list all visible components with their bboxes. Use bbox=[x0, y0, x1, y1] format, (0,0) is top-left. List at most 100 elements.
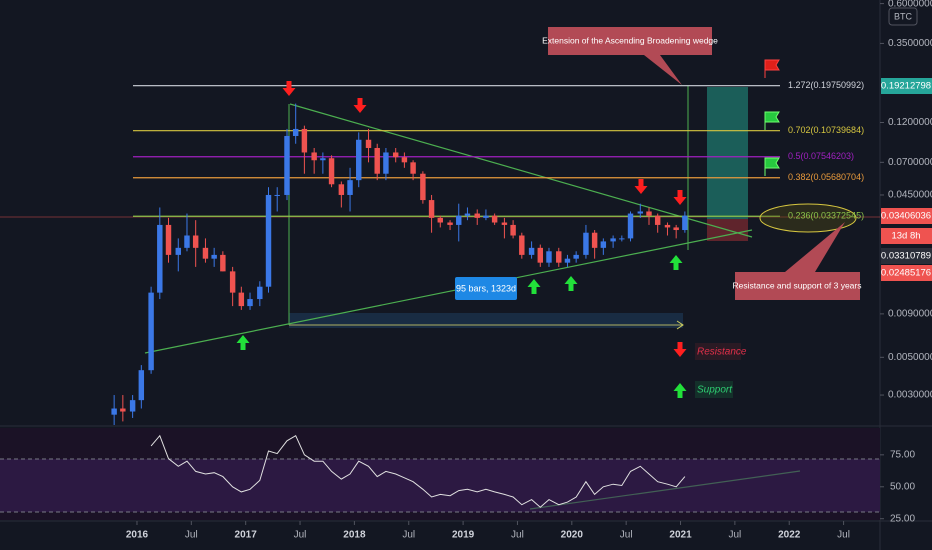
candle-body bbox=[192, 235, 199, 248]
candle-body bbox=[573, 254, 579, 259]
candle-body bbox=[284, 135, 290, 195]
fib-label: 0.382(0.05680704) bbox=[788, 172, 864, 182]
price-tag bbox=[881, 265, 932, 281]
price-tag-label: 0.03310789 bbox=[881, 251, 931, 262]
x-tick-label: 2017 bbox=[235, 530, 258, 541]
highlight-ellipse bbox=[759, 203, 857, 233]
price-tag bbox=[881, 78, 932, 94]
candle-body bbox=[474, 213, 480, 218]
candle-body bbox=[184, 235, 190, 248]
candle-body bbox=[120, 408, 126, 412]
y-tick-label: 0.04500000 bbox=[888, 190, 932, 201]
rsi-tick-label: 50.00 bbox=[890, 481, 915, 492]
candle-body bbox=[374, 147, 380, 174]
fib-label: 0.236(0.03372545) bbox=[788, 211, 864, 221]
x-tick-label: 2021 bbox=[669, 530, 692, 541]
date-range-box bbox=[289, 313, 683, 328]
x-tick-label: Jul bbox=[185, 530, 198, 541]
candle-body bbox=[600, 241, 607, 248]
price-pane bbox=[0, 85, 880, 425]
legend-box bbox=[695, 381, 733, 398]
x-tick-label: 2019 bbox=[452, 530, 475, 541]
candle-body bbox=[157, 224, 163, 293]
range-label-box bbox=[455, 277, 517, 300]
candle-body bbox=[447, 222, 453, 225]
upper-trendline bbox=[289, 103, 753, 238]
fib-label: 1.272(0.19750992) bbox=[788, 80, 864, 90]
fib-label: 0.5(0.07546203) bbox=[788, 151, 854, 161]
y-tick-label: 0.12000000 bbox=[888, 117, 932, 128]
flag bbox=[764, 59, 780, 78]
callout-text: Resistance and support of 3 years bbox=[733, 280, 862, 290]
candle-body bbox=[356, 139, 362, 181]
y-tick-label: 0.00500000 bbox=[888, 352, 932, 363]
candle-body bbox=[383, 152, 389, 174]
flags bbox=[764, 59, 780, 176]
fib-label: 0.702(0.10739684) bbox=[788, 125, 864, 135]
fib-levels bbox=[133, 85, 780, 217]
flag bbox=[764, 157, 780, 176]
candle-body bbox=[220, 254, 226, 272]
symbol: BTC bbox=[894, 11, 913, 21]
candle-body bbox=[229, 271, 236, 293]
legend-label: Support bbox=[697, 385, 733, 396]
x-tick-label: Jul bbox=[837, 530, 850, 541]
candle-body bbox=[437, 217, 443, 223]
candle-body bbox=[519, 235, 525, 255]
callout bbox=[548, 27, 712, 85]
x-tick-label: 2022 bbox=[778, 530, 801, 541]
flag bbox=[764, 111, 780, 130]
candle-body bbox=[456, 215, 462, 225]
candle-body bbox=[510, 224, 516, 236]
candle-body bbox=[546, 251, 552, 263]
candle-body bbox=[238, 292, 245, 307]
candle-body bbox=[619, 238, 625, 240]
candle-body bbox=[583, 232, 589, 255]
candle-body bbox=[247, 299, 253, 307]
candle-body bbox=[627, 213, 634, 239]
rsi-line bbox=[150, 434, 686, 508]
candle-body bbox=[129, 400, 136, 412]
rsi-band bbox=[0, 459, 880, 512]
candle-body bbox=[347, 180, 353, 195]
candle-body bbox=[501, 222, 508, 225]
candle-body bbox=[257, 286, 263, 300]
candle-body bbox=[311, 152, 317, 161]
x-tick-label: Jul bbox=[294, 530, 307, 541]
candle-body bbox=[646, 211, 652, 216]
x-tick-label: 2018 bbox=[343, 530, 366, 541]
price-tag-label: 0.19212798 bbox=[881, 81, 931, 92]
y-tick-label: 0.35000000 bbox=[888, 38, 932, 49]
candle-body bbox=[365, 139, 372, 148]
callout-text: Extension of the Ascending Broadening we… bbox=[542, 35, 718, 45]
target-zone bbox=[707, 87, 748, 219]
y-tick-label: 0.00300000 bbox=[888, 390, 932, 401]
symbol-badge bbox=[888, 7, 918, 26]
price-tag-label: 0.03406036 bbox=[881, 211, 931, 222]
candle-body bbox=[138, 370, 145, 401]
x-tick-label: Jul bbox=[728, 530, 741, 541]
candle-body bbox=[410, 162, 416, 174]
candle-body bbox=[528, 247, 535, 255]
price-tag bbox=[881, 208, 932, 224]
x-tick-label: 2020 bbox=[561, 530, 584, 541]
x-tick-label: 2016 bbox=[126, 530, 149, 541]
rsi-tick-label: 75.00 bbox=[890, 449, 915, 460]
candle-body bbox=[111, 408, 117, 415]
x-tick-label: Jul bbox=[402, 530, 415, 541]
price-tag-label: 13d 8h bbox=[891, 231, 920, 242]
date-range-arrow bbox=[676, 320, 684, 330]
x-tick-label: Jul bbox=[511, 530, 524, 541]
candle-body bbox=[401, 157, 408, 163]
price-tag bbox=[881, 248, 932, 264]
candle-body bbox=[175, 247, 182, 255]
candle-body bbox=[428, 200, 435, 218]
candle-body bbox=[320, 158, 326, 161]
candle-body bbox=[654, 215, 661, 225]
legend-box bbox=[695, 343, 741, 360]
candle-body bbox=[392, 152, 399, 158]
candle-body bbox=[274, 194, 280, 196]
candle-body bbox=[420, 173, 426, 201]
candle-body bbox=[682, 215, 688, 231]
